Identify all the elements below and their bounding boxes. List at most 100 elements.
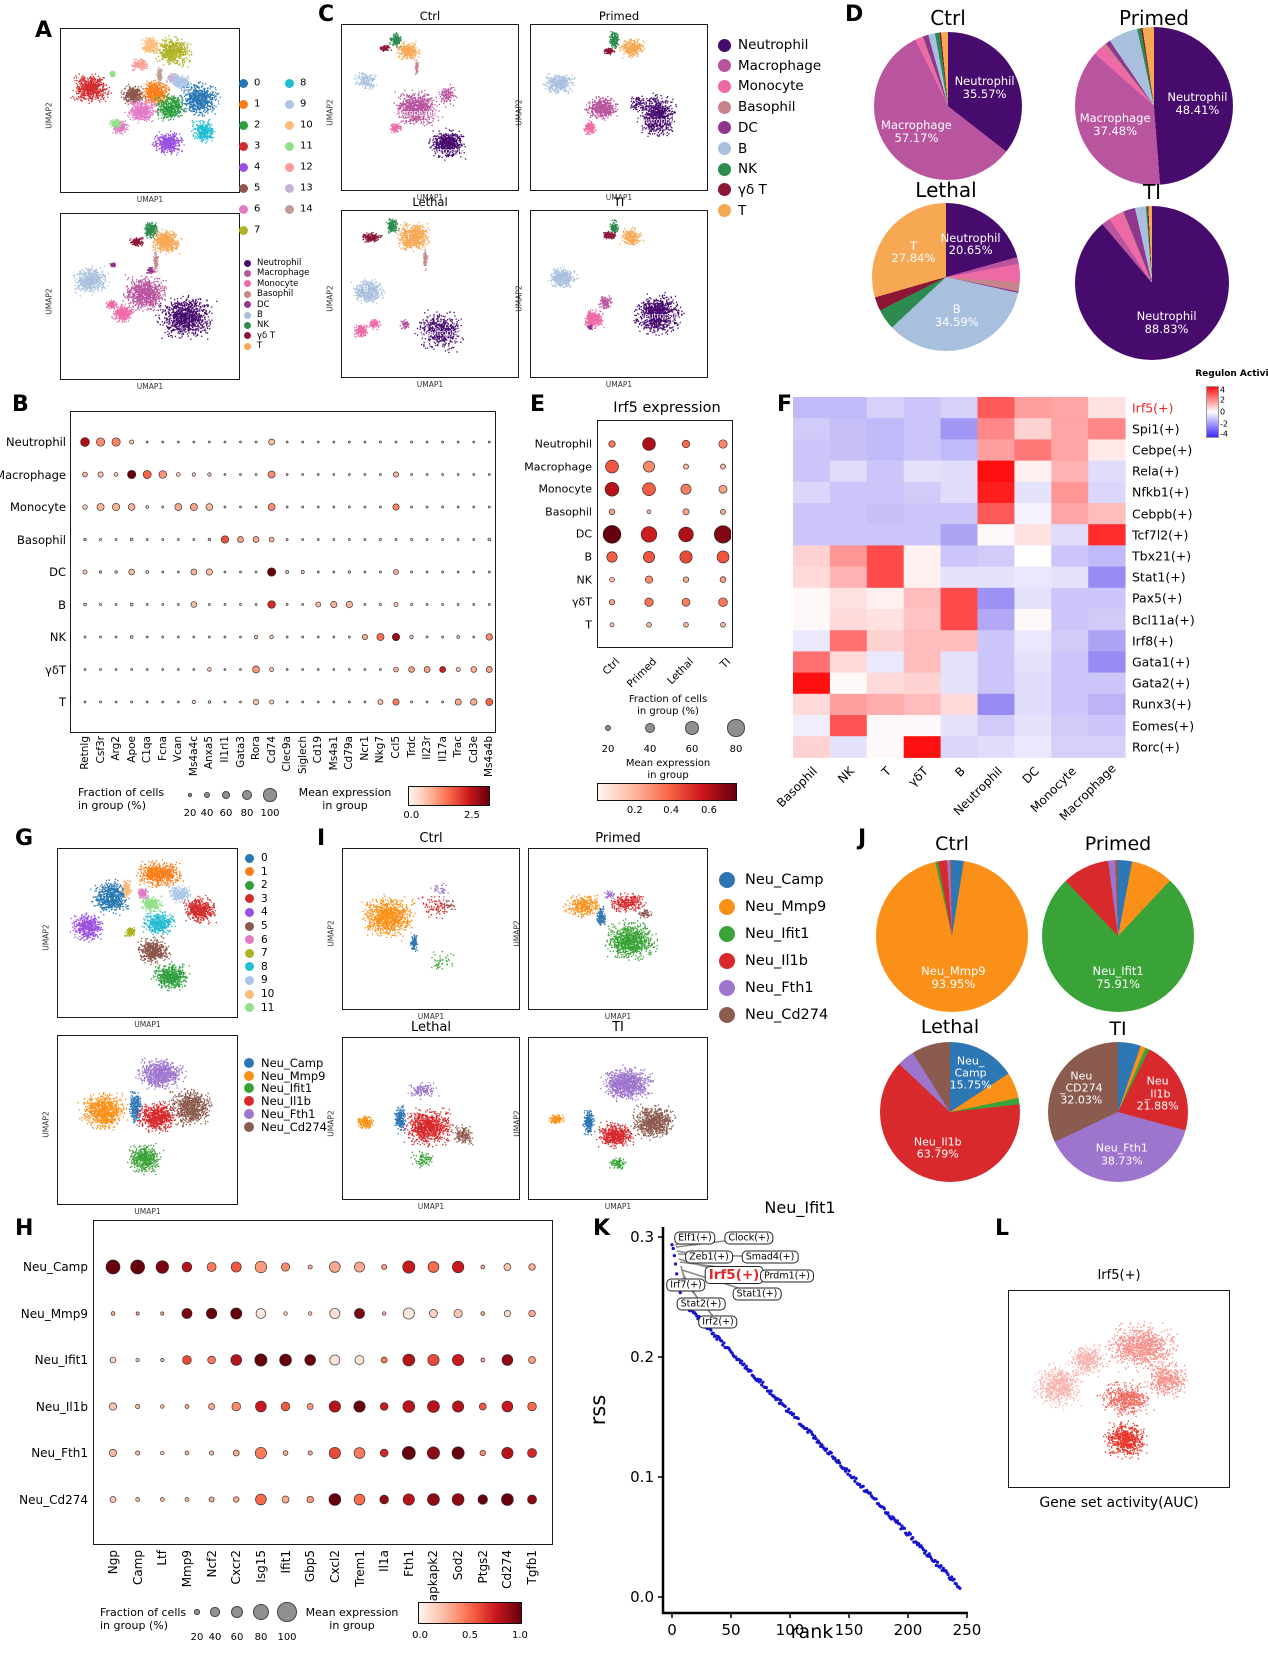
umap-g-subtypes-xlabel: UMAP1: [134, 1207, 161, 1216]
legend-label-legend-g-subtypes-Neu_Cd274: Neu_Cd274: [261, 1119, 327, 1134]
umap-c-primed-xlabel: UMAP1: [605, 193, 633, 202]
pie-j-primed-title: Primed: [1084, 833, 1152, 855]
panel-letter-l: L: [995, 1216, 1010, 1241]
dotplot-b-markers-col-label-Nkg7: Nkg7: [374, 736, 387, 764]
rank-regulon-label-Stat2(+): Stat2(+): [676, 1297, 726, 1311]
legend-label-legend-a-celltypes-Basophil: Basophil: [257, 289, 294, 300]
legend-label-legend-c-celltypes-Neutrophil: Neutrophil: [738, 37, 809, 53]
dotplot-h-neu-col-label-Gbp5: Gbp5: [303, 1550, 318, 1583]
size-legend-b-tick-80: 80: [240, 808, 254, 819]
umap-c-lethal-ylabel: UMAP2: [325, 285, 335, 312]
umap-c-lethal-annotation-2: Neutrophil: [421, 328, 461, 338]
heatmap-regulon-activity-row-label-Gata2(+): Gata2(+): [1132, 675, 1191, 691]
legend-dot-legend-a-clusters-5: [238, 183, 248, 193]
dotplot-b-markers-col-label-Gata3: Gata3: [234, 736, 247, 768]
legend-label-legend-g-subtypes-Neu_Fth1: Neu_Fth1: [261, 1106, 316, 1121]
umap-i-ti-ylabel: UMAP2: [512, 1109, 522, 1137]
size-legend-e-dot-40: [644, 722, 656, 734]
pie-d-primed-slice-label-Neutrophil: Neutrophil 48.41%: [1167, 90, 1228, 118]
size-legend-b-title-1: in group (%): [78, 799, 147, 812]
dotplot-b-markers-row-label-DC: DC: [49, 565, 66, 579]
colorbar-e-title-0: Mean expression: [625, 758, 711, 769]
colorbar-b-tick-2.5: 2.5: [464, 810, 480, 821]
rank-plot-neu-ifit1-ytick-0.1: 0.1: [630, 1468, 654, 1486]
umap-i-ctrl-title: Ctrl: [419, 831, 443, 846]
umap-c-lethal-canvas: [343, 212, 517, 376]
umap-c-ctrl-annotation-0: Macrophage: [390, 108, 438, 117]
legend-label-legend-c-celltypes-Macrophage: Macrophage: [738, 57, 822, 74]
legend-label-legend-a-celltypes-Neutrophil: Neutrophil: [257, 258, 302, 268]
legend-dot-legend-c-celltypes-Macrophage: [717, 59, 731, 73]
panel-letter-g: G: [15, 826, 34, 851]
legend-dot-legend-a-celltypes-B: [243, 311, 251, 319]
legend-label-legend-c-celltypes-DC: DC: [738, 119, 758, 136]
dotplot-b-markers-col-label-C1qa: C1qa: [141, 736, 154, 764]
dotplot-h-neu-row-label-Neu_Fth1: Neu_Fth1: [31, 1446, 88, 1460]
size-legend-b-dot-20: [188, 793, 192, 797]
umap-c-ti-annotation-0: Neutrophil: [638, 311, 678, 321]
size-legend-e-tick-40: 40: [643, 744, 657, 755]
legend-label-legend-a-celltypes-B: B: [257, 310, 263, 320]
legend-dot-legend-g-clusters-8: [244, 962, 254, 972]
legend-dot-legend-a-clusters-2-9: [284, 99, 294, 109]
heatmap-regulon-activity-row-label-Nfkb1(+): Nfkb1(+): [1132, 484, 1190, 500]
legend-label-legend-c-celltypes-Monocyte: Monocyte: [738, 78, 804, 95]
legend-label-legend-a-celltypes-T: T: [257, 341, 263, 352]
dotplot-b-markers-row-label-Basophil: Basophil: [17, 532, 66, 547]
colorbar-b: [408, 786, 490, 806]
dotplot-b-markers-col-label-Fcna: Fcna: [156, 736, 169, 761]
dotplot-h-neu-row-label-Neu_Il1b: Neu_Il1b: [35, 1399, 88, 1414]
umap-i-primed-canvas: [530, 850, 706, 1008]
pie-d-primed-slice-label-Macrophage: Macrophage 37.48%: [1079, 111, 1151, 139]
pie-d-ti-title: TI: [1142, 180, 1162, 204]
rank-plot-neu-ifit1-ytick-0.0: 0.0: [630, 1588, 654, 1606]
dotplot-h-neu-row-label-Neu_Ifit1: Neu_Ifit1: [34, 1353, 88, 1367]
umap-l-irf5-activity-canvas: [1010, 1292, 1228, 1486]
legend-dot-legend-g-clusters-11: [244, 1003, 254, 1013]
dotplot-e-irf5-row-label-Monocyte: Monocyte: [538, 482, 592, 496]
size-legend-h-tick-60: 60: [230, 1632, 244, 1643]
legend-label-legend-a-celltypes-DC: DC: [257, 299, 270, 310]
pie-d-ti: [1075, 206, 1229, 360]
legend-label-legend-g-clusters-6: 6: [261, 933, 268, 946]
heatmap-regulon-activity-legend-tick--4: -4: [1220, 429, 1228, 439]
rank-regulon-label-Stat1(+): Stat1(+): [732, 1287, 782, 1301]
legend-label-legend-c-celltypes-B: B: [738, 140, 748, 157]
legend-label-legend-i-subtypes-Neu_Ifit1: Neu_Ifit1: [745, 926, 810, 942]
pie-j-ti: [1048, 1042, 1188, 1182]
legend-dot-legend-a-clusters-1: [238, 99, 248, 109]
heatmap-regulon-activity-legend-tick-0: 0: [1220, 407, 1226, 417]
dotplot-h-neu-row-label-Neu_Cd274: Neu_Cd274: [19, 1492, 88, 1507]
legend-dot-legend-g-clusters-3: [244, 894, 254, 904]
dotplot-b-markers-row-label-Macrophage: Macrophage: [0, 467, 66, 482]
dotplot-h-neu-col-label-Ncf2: Ncf2: [204, 1550, 219, 1578]
dotplot-h-neu-col-label-Cxcr2: Cxcr2: [229, 1550, 244, 1585]
size-legend-e-dot-20: [604, 724, 612, 732]
pie-d-ctrl: [874, 32, 1022, 180]
dotplot-h-neu-col-label-Camp: Camp: [130, 1550, 145, 1586]
dotplot-e-irf5-canvas: [599, 422, 731, 646]
umap-c-ctrl-title: Ctrl: [419, 8, 441, 23]
heatmap-regulon-activity-canvas: [793, 397, 1126, 758]
colorbar-h-tick-0.5: 0.5: [462, 1630, 478, 1641]
dotplot-b-markers-col-label-Cd3e: Cd3e: [467, 736, 480, 764]
dotplot-h-neu-col-label-Cxcl2: Cxcl2: [327, 1550, 342, 1583]
panel-letter-a: A: [35, 18, 53, 43]
pie-j-ti-slice-label-Fth1: Neu_Fth1 38.73%: [1095, 1141, 1148, 1168]
legend-label-legend-g-subtypes-Neu_Mmp9: Neu_Mmp9: [261, 1068, 326, 1083]
dotplot-h-neu-col-label-Ngp: Ngp: [106, 1550, 120, 1575]
legend-label-legend-a-clusters-6: 6: [254, 203, 261, 215]
legend-label-legend-i-subtypes-Neu_Camp: Neu_Camp: [745, 872, 824, 888]
umap-a-clusters-canvas: [62, 30, 238, 191]
dotplot-b-markers-col-label-Retnlg: Retnlg: [79, 736, 91, 770]
dotplot-h-neu-col-label-Fth1: Fth1: [401, 1550, 416, 1577]
heatmap-regulon-activity-row-label-Stat1(+): Stat1(+): [1132, 569, 1186, 585]
dotplot-h-neu-col-label-Il1a: Il1a: [377, 1550, 392, 1572]
legend-dot-legend-c-celltypes-DC: [717, 121, 731, 135]
dotplot-b-markers-col-label-Ms4a1: Ms4a1: [327, 736, 340, 771]
heatmap-regulon-activity-row-label-Eomes(+): Eomes(+): [1132, 718, 1195, 734]
heatmap-regulon-activity-row-label-Tbx21(+): Tbx21(+): [1132, 548, 1192, 564]
legend-dot-legend-g-clusters-0: [244, 853, 254, 863]
dotplot-b-markers-col-label-Rora: Rora: [250, 736, 263, 760]
dotplot-b-markers-col-label-Csf3r: Csf3r: [94, 736, 107, 764]
